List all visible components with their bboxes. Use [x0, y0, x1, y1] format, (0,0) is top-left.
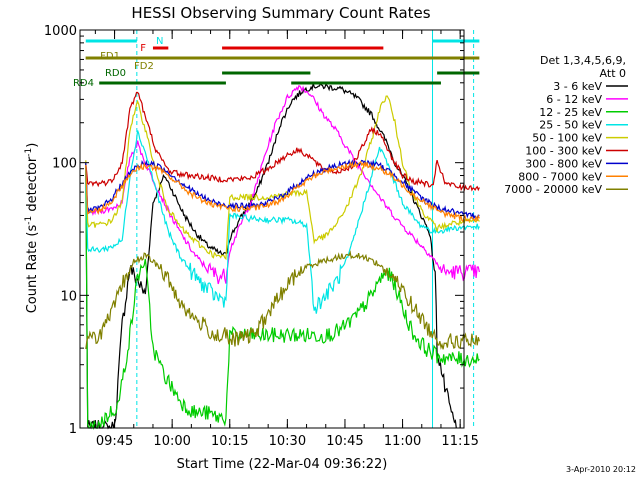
x-tick-label-10-15: 10:15: [211, 434, 248, 449]
series-7000-20000-kev: [85, 250, 480, 350]
legend-label-12-25-kev: 12 - 25 keV: [539, 106, 602, 119]
y-axis-label-end: ): [25, 143, 40, 148]
x-tick-label-10-30: 10:30: [269, 434, 306, 449]
y-axis-label-sup: -1: [24, 216, 34, 225]
series-300-800-kev: [85, 158, 480, 220]
plot-area: NFFD1FD2RD0RD4: [73, 29, 480, 431]
series-25-50-kev: [85, 130, 480, 314]
series-100-300-kev: [85, 91, 480, 193]
legend-label-50-100-kev: 50 - 100 keV: [532, 132, 602, 145]
observing-state-bars: NFFD1FD2RD0RD4: [73, 36, 480, 89]
legend-label-100-300-kev: 100 - 300 keV: [525, 145, 602, 158]
legend-label-800-7000-kev: 800 - 7000 keV: [518, 170, 602, 183]
chart-title: HESSI Observing Summary Count Rates: [131, 4, 430, 22]
legend-label-7000-20000-kev: 7000 - 20000 keV: [504, 183, 602, 196]
data-series: [85, 81, 480, 431]
state-label-n: N: [156, 36, 163, 47]
plot-frame: [79, 29, 465, 429]
y-tick-label-1: 1: [69, 422, 77, 437]
y-axis-label-main: Count Rate (s: [25, 225, 40, 314]
legend-label-3-6-kev: 3 - 6 keV: [553, 80, 602, 93]
x-tick-label-11-15: 11:15: [441, 434, 478, 449]
y-tick-label-1000: 1000: [44, 24, 77, 39]
x-tick-label-09-45: 09:45: [96, 434, 133, 449]
legend-header-detectors: Det 1,3,4,5,6,9,: [540, 54, 626, 67]
state-label-f: F: [140, 43, 146, 54]
state-label-rd4: RD4: [73, 78, 94, 89]
tick-labels: 09:45 10:00 10:15 10:30 10:45 11:00 11:15 1 10 10…: [44, 24, 479, 449]
x-tick-label-11-00: 11:00: [384, 434, 421, 449]
series-800-7000-kev: [85, 160, 480, 223]
series-6-12-kev: [85, 85, 480, 285]
state-label-fd2: FD2: [134, 61, 154, 72]
x-tick-label-10-00: 10:00: [153, 434, 190, 449]
x-tick-label-10-45: 10:45: [326, 434, 363, 449]
generated-timestamp: 3-Apr-2010 20:12: [566, 465, 636, 474]
y-axis-label-tail: detector: [25, 156, 40, 216]
legend-header-attenuator: Att 0: [600, 67, 626, 80]
legend-label-25-50-kev: 25 - 50 keV: [539, 119, 602, 132]
legend-label-6-12-kev: 6 - 12 keV: [546, 93, 602, 106]
series-12-25-kev: [85, 162, 480, 431]
y-axis-label-sup2: -1: [24, 148, 34, 157]
y-tick-label-100: 100: [52, 157, 77, 172]
x-axis-label: Start Time (22-Mar-04 09:36:22): [177, 457, 388, 472]
state-label-rd0: RD0: [105, 68, 126, 79]
legend-label-300-800-kev: 300 - 800 keV: [525, 157, 602, 170]
axis-ticks: [80, 29, 464, 429]
y-tick-label-10: 10: [60, 289, 77, 304]
y-axis-label: Count Rate (s-1 detector-1): [24, 143, 40, 314]
